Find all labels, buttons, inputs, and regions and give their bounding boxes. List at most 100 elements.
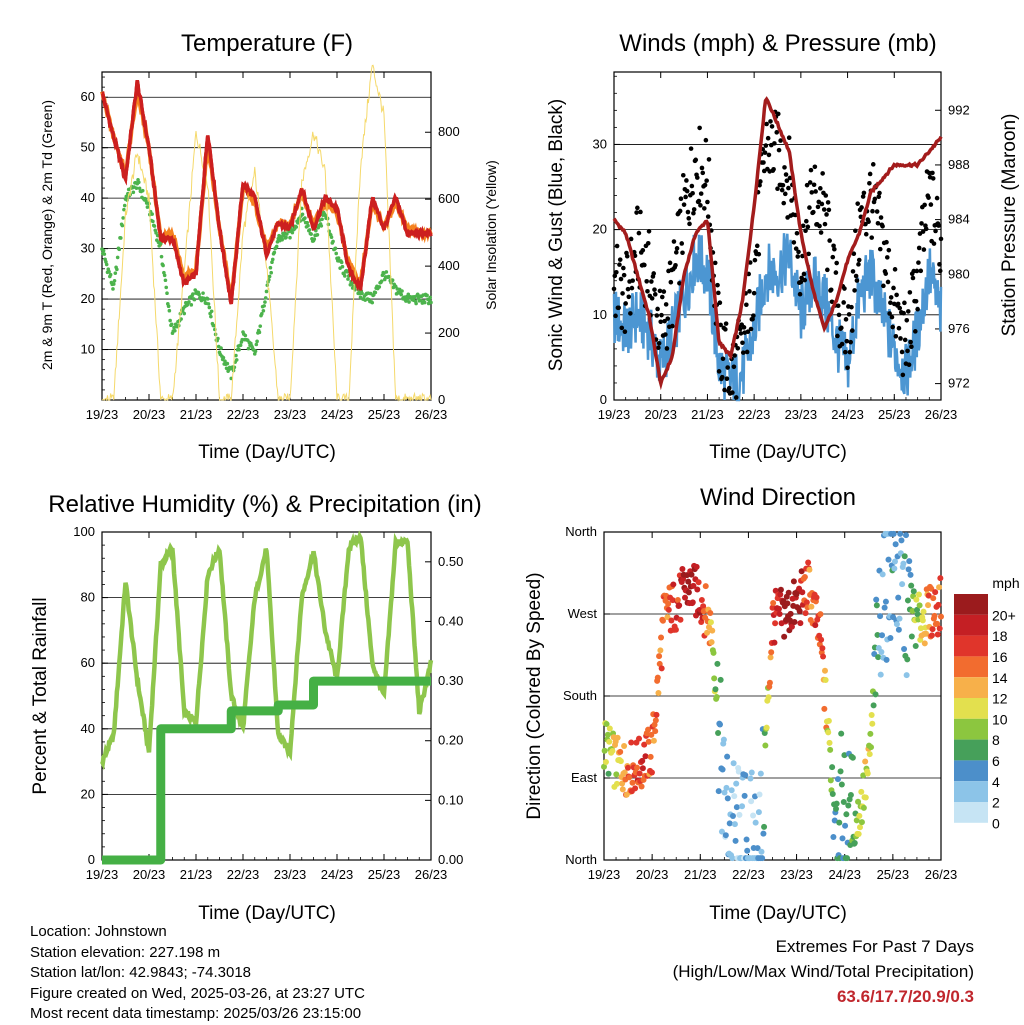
dewpoint-point bbox=[150, 212, 154, 216]
gust-point bbox=[874, 209, 880, 214]
y-tick-label: 80 bbox=[81, 590, 95, 605]
dewpoint-point bbox=[212, 323, 216, 328]
gust-point bbox=[798, 279, 804, 285]
direction-point bbox=[777, 586, 784, 593]
direction-point bbox=[930, 595, 937, 602]
dewpoint-point bbox=[262, 304, 266, 308]
gust-point bbox=[616, 305, 621, 311]
gust-point bbox=[771, 166, 776, 172]
x-tick-label: 22/23 bbox=[732, 867, 765, 882]
dewpoint-point bbox=[205, 297, 210, 301]
direction-point bbox=[621, 743, 628, 750]
direction-point bbox=[895, 626, 902, 633]
direction-point bbox=[903, 672, 910, 679]
legend-title: mph bbox=[992, 575, 1019, 591]
gust-point bbox=[818, 230, 824, 235]
dewpoint-point bbox=[207, 305, 212, 310]
direction-point bbox=[845, 802, 852, 809]
gust-point bbox=[659, 294, 665, 300]
direction-point bbox=[896, 615, 903, 622]
x-tick-label: 24/23 bbox=[321, 867, 354, 882]
gust-point bbox=[763, 143, 769, 148]
dewpoint-point bbox=[264, 289, 269, 294]
direction-point bbox=[658, 634, 665, 641]
temperature-xlabel: Time (Day/UTC) bbox=[198, 442, 336, 463]
gust-point bbox=[663, 332, 668, 337]
gust-point bbox=[623, 301, 628, 306]
gust-point bbox=[649, 296, 655, 301]
dewpoint-point bbox=[294, 225, 299, 229]
direction-point bbox=[711, 675, 718, 682]
direction-point bbox=[923, 630, 930, 637]
gust-point bbox=[628, 311, 633, 316]
dewpoint-point bbox=[243, 333, 248, 338]
legend-swatch bbox=[954, 594, 988, 615]
direction-point bbox=[724, 795, 731, 802]
gust-point bbox=[634, 210, 639, 215]
dewpoint-point bbox=[155, 233, 160, 238]
gust-point bbox=[851, 251, 857, 256]
direction-point bbox=[864, 770, 871, 777]
direction-point bbox=[829, 790, 836, 797]
dewpoint-point bbox=[274, 244, 279, 249]
extremes-subheading: (High/Low/Max Wind/Total Precipitation) bbox=[672, 962, 974, 981]
direction-point bbox=[821, 705, 828, 712]
gust-point bbox=[844, 338, 850, 344]
gust-point bbox=[621, 272, 627, 278]
temperature-title: Temperature (F) bbox=[181, 30, 353, 57]
direction-point bbox=[768, 649, 775, 656]
station-info: Location: Johnstown Station elevation: 2… bbox=[30, 922, 365, 1025]
temp-2m-series-line-top bbox=[101, 79, 433, 305]
dewpoint-point bbox=[261, 308, 266, 313]
gust-point bbox=[827, 238, 832, 243]
direction-point bbox=[757, 770, 764, 777]
direction-point bbox=[899, 581, 906, 588]
direction-point bbox=[855, 831, 862, 838]
dewpoint-point bbox=[104, 260, 108, 264]
dewpoint-point bbox=[307, 228, 312, 232]
gust-point bbox=[811, 209, 816, 215]
direction-point bbox=[763, 724, 770, 731]
gust-point bbox=[772, 141, 777, 146]
recent-text: Most recent data timestamp: 2025/03/26 2… bbox=[30, 1005, 362, 1022]
gust-point bbox=[680, 250, 685, 256]
dewpoint-point bbox=[225, 361, 230, 366]
gust-point bbox=[883, 271, 889, 276]
gust-point bbox=[870, 208, 875, 214]
gust-point bbox=[854, 278, 860, 283]
gust-point bbox=[842, 286, 847, 291]
dewpoint-point bbox=[407, 300, 411, 304]
gust-point bbox=[654, 313, 660, 318]
y-tick-label: 100 bbox=[73, 524, 95, 539]
dewpoint-point bbox=[315, 232, 320, 237]
direction-point bbox=[860, 804, 867, 811]
gust-point bbox=[625, 286, 631, 292]
dewpoint-point bbox=[272, 250, 277, 255]
y-right-tick-label: 988 bbox=[948, 157, 970, 172]
dewpoint-point bbox=[159, 254, 164, 259]
direction-point bbox=[621, 769, 628, 776]
direction-xlabel: Time (Day/UTC) bbox=[709, 903, 847, 924]
direction-point bbox=[743, 836, 750, 843]
dewpoint-point bbox=[166, 304, 171, 309]
direction-point bbox=[733, 804, 740, 811]
x-tick-label: 23/23 bbox=[785, 407, 818, 422]
gust-point bbox=[716, 290, 721, 296]
direction-point bbox=[866, 751, 873, 758]
dewpoint-point bbox=[187, 300, 191, 304]
gust-point bbox=[673, 262, 678, 268]
gust-point bbox=[677, 280, 682, 286]
direction-point bbox=[775, 605, 782, 612]
dewpoint-point bbox=[134, 186, 139, 190]
gust-point bbox=[897, 305, 903, 311]
direction-point bbox=[785, 589, 792, 596]
dewpoint-point bbox=[101, 248, 106, 253]
gust-point bbox=[646, 229, 652, 234]
gust-point bbox=[764, 121, 769, 127]
gust-point bbox=[828, 287, 834, 293]
gust-point bbox=[658, 319, 664, 325]
y-tick-label: 20 bbox=[81, 291, 95, 306]
gust-point bbox=[677, 208, 683, 214]
y-right-tick-label: 976 bbox=[948, 321, 970, 336]
gust-point bbox=[611, 286, 617, 292]
